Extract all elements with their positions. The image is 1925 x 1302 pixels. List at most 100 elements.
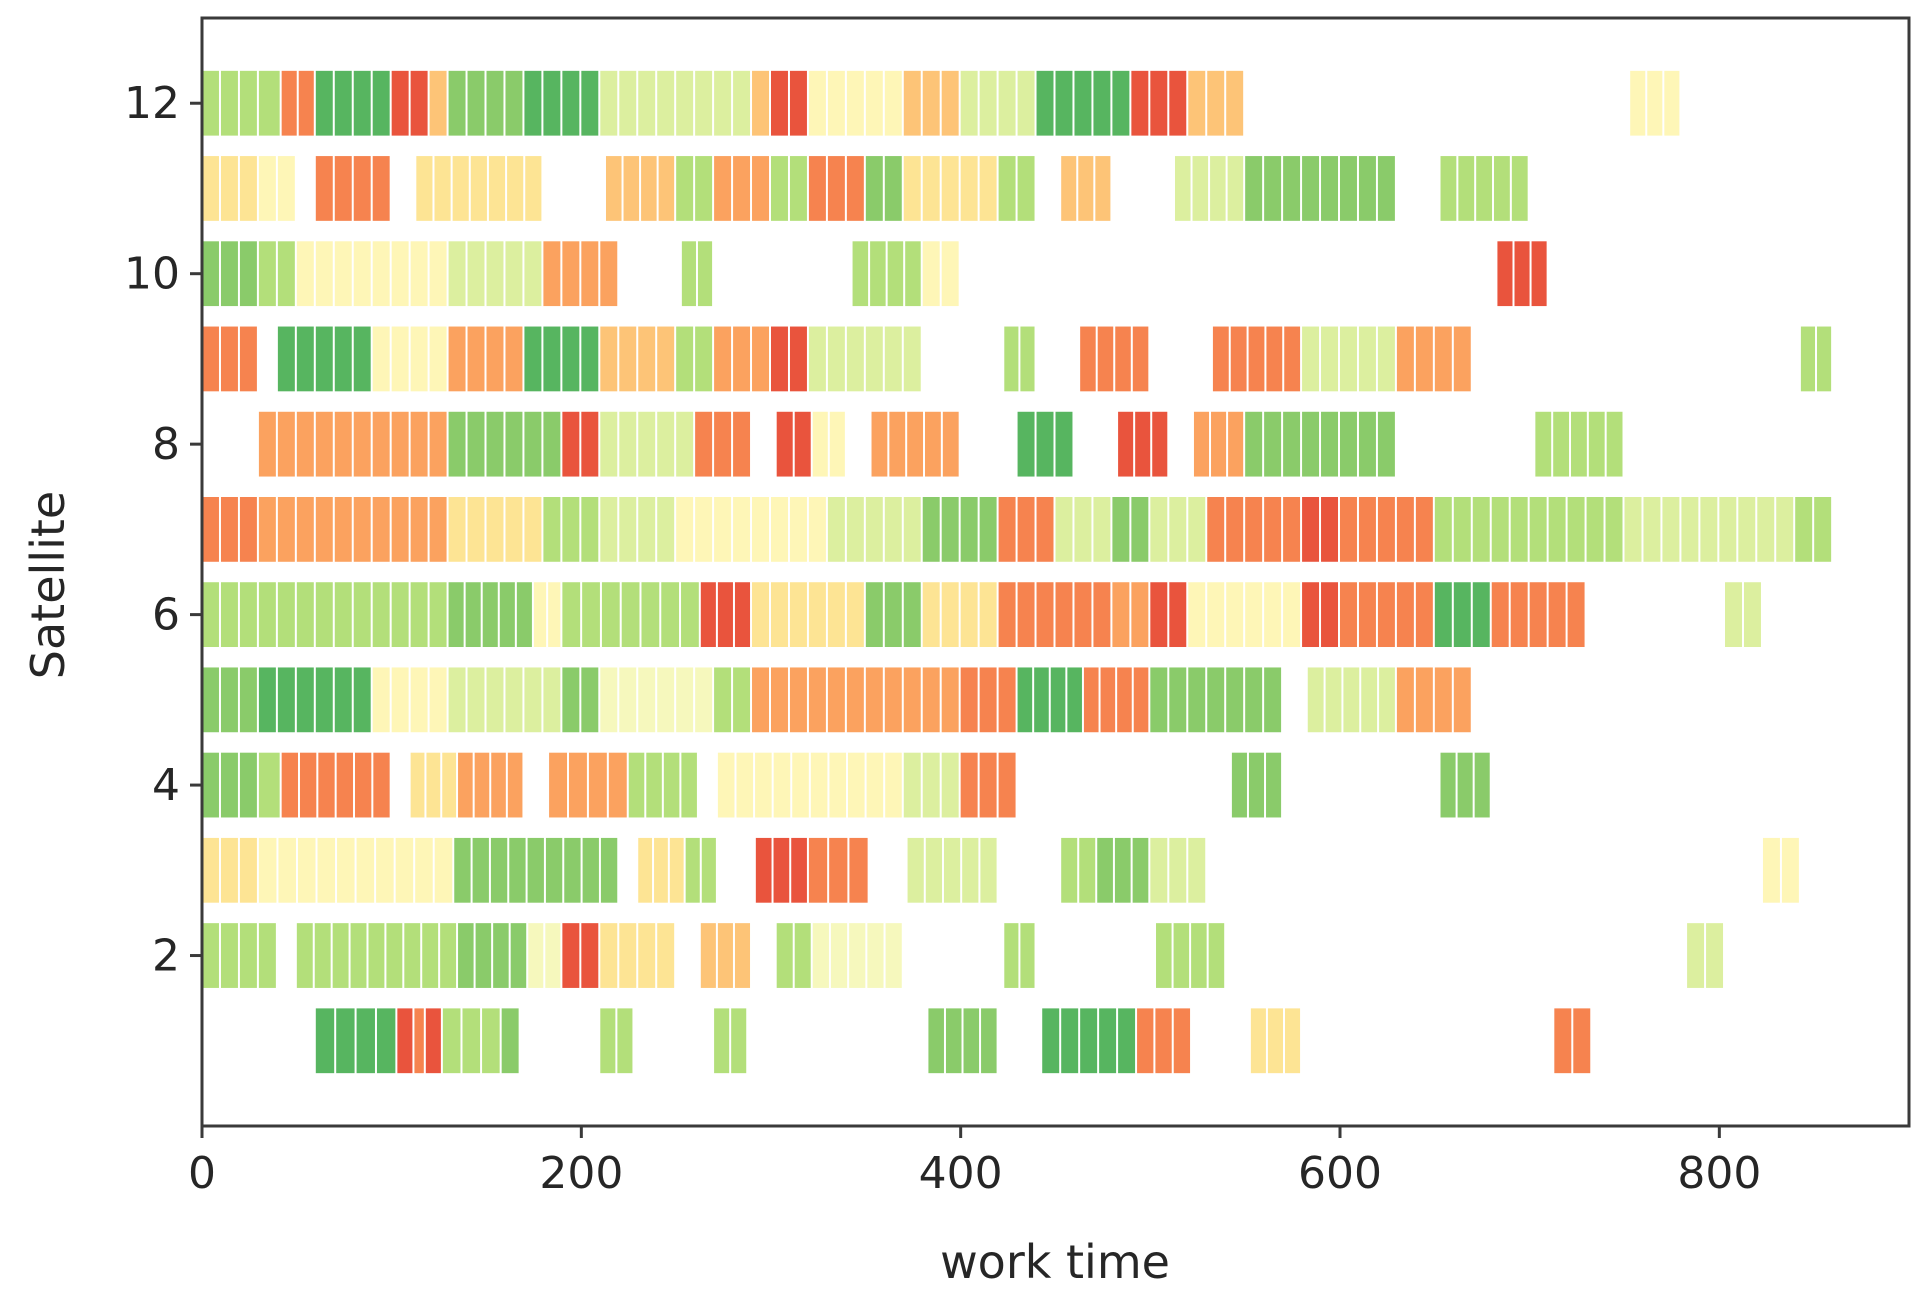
bar-sat7-seg15-blk7 [1567, 497, 1585, 562]
bar-sat10-seg3-blk3 [505, 241, 523, 307]
bar-sat12-seg17-blk2 [1226, 70, 1244, 136]
bar-sat1-seg0-blk0 [315, 1008, 335, 1074]
bar-sat6-seg17-blk1 [1743, 582, 1761, 648]
bar-sat6-seg9-blk1 [1017, 582, 1035, 648]
bar-sat5-seg12-blk4 [1379, 667, 1395, 733]
bar-sat9-seg0-blk0 [202, 326, 219, 392]
bar-sat4-seg7-blk9 [885, 752, 902, 818]
bar-sat6-seg8-blk1 [941, 582, 959, 648]
bar-sat8-seg11-blk6 [1358, 411, 1376, 477]
bar-sat2-seg2-blk5 [386, 923, 403, 988]
bar-sat6-seg0-blk0 [202, 582, 219, 648]
bar-sat10-seg2-blk5 [391, 241, 409, 307]
bar-sat4-seg11-blk1 [1457, 752, 1473, 818]
bar-sat7-seg4-blk3 [657, 497, 675, 562]
bar-sat7-seg4-blk2 [638, 497, 656, 562]
bar-sat11-seg7-blk1 [789, 156, 807, 221]
bar-sat6-seg12-blk3 [1245, 582, 1263, 648]
bar-sat2-seg11-blk0 [1156, 923, 1172, 988]
bar-sat2-seg7-blk2 [734, 923, 751, 988]
bar-sat2-seg3-blk0 [458, 923, 474, 988]
bar-sat3-seg2-blk1 [472, 837, 489, 903]
bar-sat5-seg5-blk3 [657, 667, 675, 733]
bar-sat4-seg2-blk4 [355, 752, 372, 818]
bar-sat5-seg7-blk8 [903, 667, 921, 733]
bar-sat7-seg7-blk1 [941, 497, 959, 562]
bar-sat12-seg16-blk0 [1131, 70, 1149, 136]
bar-sat7-seg11-blk2 [1188, 497, 1206, 562]
bar-sat5-seg10-blk3 [1133, 667, 1149, 733]
bar-sat7-seg14-blk2 [1377, 497, 1395, 562]
bar-sat6-seg14-blk1 [1358, 582, 1376, 648]
bar-sat12-seg7-blk1 [543, 70, 561, 136]
bar-sat8-seg7-blk3 [925, 411, 941, 477]
bar-sat9-seg3-blk3 [505, 326, 523, 392]
bar-sat5-seg6-blk0 [714, 667, 732, 733]
bar-sat8-seg4-blk2 [733, 411, 751, 477]
bar-sat5-seg10-blk0 [1083, 667, 1099, 733]
bar-sat9-seg15-blk0 [1800, 326, 1816, 392]
bar-sat9-seg11-blk2 [1115, 326, 1131, 392]
bar-sat9-seg7-blk0 [714, 326, 732, 392]
bar-sat7-seg12-blk3 [1264, 497, 1282, 562]
bar-sat1-seg5-blk0 [501, 1008, 519, 1074]
y-tick-label-8: 8 [152, 419, 180, 470]
bar-sat2-seg3-blk3 [510, 923, 527, 988]
bar-sat8-seg4-blk0 [695, 411, 713, 477]
bar-sat6-seg5-blk0 [700, 582, 716, 648]
bar-sat9-seg12-blk1 [1230, 326, 1247, 392]
bar-sat6-seg9-blk4 [1074, 582, 1092, 648]
bar-sat12-seg12-blk3 [865, 70, 883, 136]
bar-sat11-seg2-blk0 [315, 156, 333, 221]
bar-sat8-seg3-blk2 [638, 411, 656, 477]
bar-sat11-seg6-blk2 [752, 156, 769, 221]
bar-sat11-seg0-blk2 [239, 156, 257, 221]
bar-sat12-seg4-blk0 [391, 70, 409, 136]
bar-sat7-seg1-blk5 [353, 497, 371, 562]
bar-sat5-seg8-blk1 [979, 667, 997, 733]
bar-sat2-seg8-blk0 [776, 923, 793, 988]
bar-sat8-seg0-blk0 [258, 411, 276, 477]
bar-sat10-seg2-blk0 [296, 241, 314, 307]
bar-sat11-seg4-blk0 [605, 156, 622, 221]
bar-sat1-seg0-blk1 [336, 1008, 355, 1074]
bar-sat12-seg12-blk1 [827, 70, 845, 136]
bar-sat2-seg7-blk1 [717, 923, 733, 988]
bar-sat7-seg5-blk0 [676, 497, 694, 562]
bar-sat11-seg3-blk5 [507, 156, 524, 221]
bar-sat8-seg6-blk1 [829, 411, 845, 477]
bar-sat8-seg11-blk7 [1377, 411, 1395, 477]
bar-sat4-seg4-blk1 [474, 752, 490, 818]
bar-sat5-seg5-blk5 [695, 667, 713, 733]
bar-sat1-seg7-blk1 [731, 1008, 747, 1074]
bar-sat4-seg6-blk0 [628, 752, 645, 818]
bar-sat8-seg0-blk1 [277, 411, 295, 477]
bar-sat5-seg11-blk1 [1169, 667, 1187, 733]
bar-sat9-seg13-blk0 [1302, 326, 1320, 392]
bar-sat12-seg11-blk0 [771, 70, 788, 136]
bar-sat9-seg9-blk0 [808, 326, 826, 392]
bar-sat3-seg2-blk4 [527, 837, 544, 903]
bar-sat7-seg3-blk0 [543, 497, 561, 562]
bar-sat11-seg13-blk3 [1227, 156, 1244, 221]
bar-sat2-seg12-blk0 [1687, 923, 1705, 988]
bar-sat3-seg3-blk0 [638, 837, 653, 903]
bar-sat11-seg6-blk1 [733, 156, 751, 221]
bar-sat8-seg3-blk4 [676, 411, 694, 477]
bar-sat2-seg3-blk1 [475, 923, 492, 988]
bar-sat6-seg1-blk5 [353, 582, 371, 648]
bar-sat8-seg11-blk5 [1340, 411, 1357, 477]
bar-sat11-seg14-blk4 [1321, 156, 1338, 221]
bar-sat6-seg16-blk4 [1567, 582, 1585, 648]
bar-sat3-seg3-blk2 [669, 837, 684, 903]
bar-sat5-seg12-blk0 [1307, 667, 1324, 733]
bar-sat7-seg15-blk9 [1605, 497, 1623, 562]
bar-sat3-seg1-blk2 [297, 837, 316, 903]
bar-sat6-seg9-blk2 [1036, 582, 1054, 648]
bar-sat2-seg2-blk3 [350, 923, 367, 988]
bar-sat7-seg4-blk1 [619, 497, 637, 562]
bar-sat7-seg1-blk6 [372, 497, 390, 562]
bar-sat3-seg2-blk2 [490, 837, 508, 903]
bar-sat7-seg5-blk7 [808, 497, 826, 562]
bar-sat6-seg17-blk0 [1725, 582, 1742, 648]
